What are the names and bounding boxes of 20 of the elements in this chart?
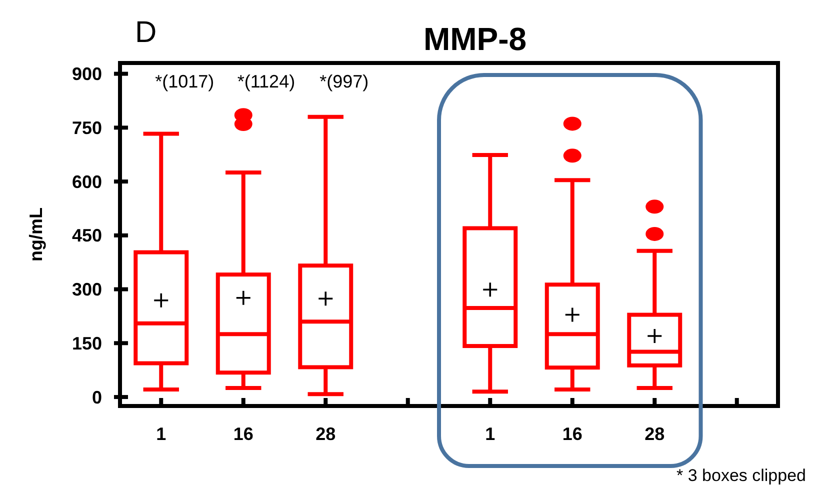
y-tick-label: 150 (72, 333, 102, 354)
x-tick-label: 28 (644, 424, 665, 444)
y-tick-label: 300 (72, 280, 102, 300)
y-tick-label: 750 (72, 118, 102, 138)
annotation: *(1017) (155, 71, 214, 92)
x-tick-label: 16 (233, 424, 254, 444)
text: D (135, 16, 157, 49)
chart-title: MMP-8 (423, 21, 527, 57)
annotation: *(997) (320, 71, 369, 92)
y-axis-title: ng/mL (26, 208, 46, 262)
y-tick-label: 0 (92, 387, 102, 408)
x-tick-label: 1 (156, 424, 166, 444)
annotation: *(1124) (237, 71, 296, 92)
y-tick-label: 450 (72, 226, 102, 246)
y-tick-label: 600 (72, 172, 102, 192)
y-tick-label: 900 (72, 64, 102, 84)
x-tick-label: 16 (562, 424, 582, 444)
x-tick-label: 28 (316, 424, 336, 444)
x-tick-label: 1 (485, 424, 496, 444)
text: * 3 boxes clipped (676, 466, 806, 485)
